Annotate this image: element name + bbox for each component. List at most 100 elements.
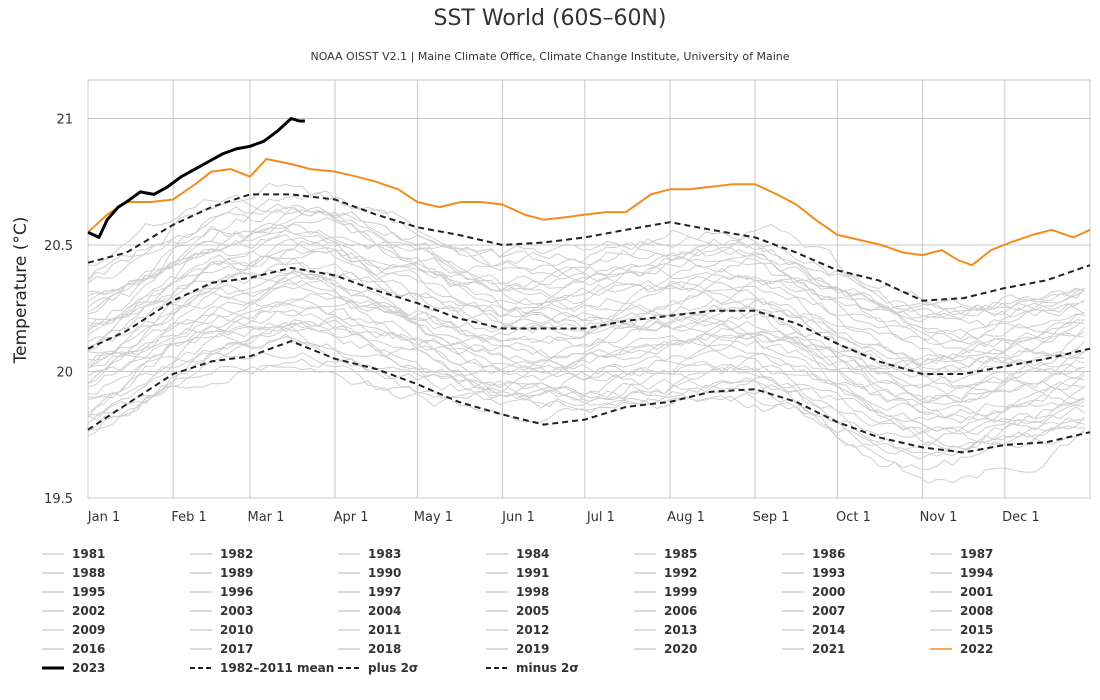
legend-item[interactable]: 1988 xyxy=(42,565,105,581)
legend-label: 2009 xyxy=(72,623,106,637)
legend-swatch xyxy=(190,629,212,631)
chart-subtitle: NOAA OISST V2.1 | Maine Climate Office, … xyxy=(310,50,790,63)
legend-item[interactable]: 2019 xyxy=(486,641,549,657)
legend-item[interactable]: 2008 xyxy=(930,603,993,619)
legend-item[interactable]: 2009 xyxy=(42,622,105,638)
legend-item[interactable]: 2010 xyxy=(190,622,253,638)
legend-swatch xyxy=(486,629,508,631)
legend-item[interactable]: 1987 xyxy=(930,546,993,562)
legend-item[interactable]: 2002 xyxy=(42,603,105,619)
legend-item[interactable]: 1998 xyxy=(486,584,549,600)
legend-item[interactable]: 2017 xyxy=(190,641,253,657)
legend-label: 1986 xyxy=(812,547,846,561)
legend-swatch xyxy=(634,648,656,650)
legend-item[interactable]: 2004 xyxy=(338,603,401,619)
x-tick-label: Mar 1 xyxy=(247,510,284,525)
legend-item[interactable]: 1985 xyxy=(634,546,697,562)
legend-label: 1987 xyxy=(960,547,994,561)
legend-item[interactable]: 1983 xyxy=(338,546,401,562)
legend-item[interactable]: 2000 xyxy=(782,584,845,600)
legend-swatch xyxy=(782,591,804,593)
legend-item[interactable]: 2020 xyxy=(634,641,697,657)
legend-item[interactable]: plus 2σ xyxy=(338,660,418,676)
legend-item[interactable]: 1997 xyxy=(338,584,401,600)
legend-label: 1995 xyxy=(72,585,106,599)
year-line-other xyxy=(87,321,1085,457)
legend-swatch xyxy=(634,629,656,631)
legend-swatch xyxy=(42,629,64,631)
legend-item[interactable]: 1984 xyxy=(486,546,549,562)
legend-item[interactable]: 2007 xyxy=(782,603,845,619)
legend-swatch xyxy=(782,572,804,574)
legend-item[interactable]: 2021 xyxy=(782,641,845,657)
legend-item[interactable]: 1989 xyxy=(190,565,253,581)
legend-item[interactable]: 2003 xyxy=(190,603,253,619)
x-tick-label: Apr 1 xyxy=(334,510,369,525)
year-line-other xyxy=(87,277,1085,389)
chart-title: SST World (60S–60N) xyxy=(433,6,667,31)
x-tick-label: Aug 1 xyxy=(667,510,705,525)
legend-label: 1999 xyxy=(664,585,698,599)
legend-label: 2005 xyxy=(516,604,550,618)
legend-item[interactable]: 1986 xyxy=(782,546,845,562)
year-line-other xyxy=(87,335,1085,443)
legend-item[interactable]: 2014 xyxy=(782,622,845,638)
legend-item[interactable]: 2016 xyxy=(42,641,105,657)
legend-item[interactable]: 2018 xyxy=(338,641,401,657)
legend-label: 2020 xyxy=(664,642,698,656)
legend-item[interactable]: 2023 xyxy=(42,660,105,676)
legend-item[interactable]: 1981 xyxy=(42,546,105,562)
legend-item[interactable]: 2015 xyxy=(930,622,993,638)
x-tick-label: Feb 1 xyxy=(171,510,206,525)
legend-item[interactable]: 1982–2011 mean xyxy=(190,660,334,676)
series-line-1982-2011-mean xyxy=(87,266,1091,375)
legend-swatch xyxy=(930,553,952,555)
legend-item[interactable]: 1993 xyxy=(782,565,845,581)
legend-label: plus 2σ xyxy=(368,661,419,675)
legend-swatch xyxy=(42,553,64,555)
legend-label: 1989 xyxy=(220,566,254,580)
plot-area: Jan 1 Feb 1 Mar 1 Apr 1 May 1 Jun 1 Jul 1 Aug 1… xyxy=(44,79,1091,525)
legend-swatch xyxy=(190,648,212,650)
legend-item[interactable]: 2013 xyxy=(634,622,697,638)
year-line-other xyxy=(87,327,1085,448)
legend-swatch xyxy=(782,610,804,612)
legend-item[interactable]: 1982 xyxy=(190,546,253,562)
legend-item[interactable]: 1990 xyxy=(338,565,401,581)
legend-label: 1990 xyxy=(368,566,402,580)
x-tick-label: Jan 1 xyxy=(87,510,120,525)
legend-item[interactable]: 2005 xyxy=(486,603,549,619)
legend-label: 2015 xyxy=(960,623,994,637)
legend-item[interactable]: 1999 xyxy=(634,584,697,600)
legend-item[interactable]: minus 2σ xyxy=(486,660,579,676)
legend-item[interactable]: 1996 xyxy=(190,584,253,600)
legend-swatch xyxy=(782,648,804,650)
legend-item[interactable]: 1994 xyxy=(930,565,993,581)
legend-label: 2006 xyxy=(664,604,698,618)
legend-item[interactable]: 2022 xyxy=(930,641,993,657)
legend-swatch xyxy=(42,591,64,593)
year-line-other xyxy=(87,351,1085,484)
legend-swatch xyxy=(338,629,360,631)
legend-item[interactable]: 2006 xyxy=(634,603,697,619)
legend-item[interactable]: 2011 xyxy=(338,622,401,638)
x-tick-label: Nov 1 xyxy=(920,510,958,525)
year-line-other xyxy=(87,182,1085,315)
year-line-other xyxy=(87,223,1085,323)
legend-label: 2013 xyxy=(664,623,698,637)
year-line-other xyxy=(87,269,1085,403)
legend-item[interactable]: 1991 xyxy=(486,565,549,581)
year-line-other xyxy=(87,257,1085,388)
legend-item[interactable]: 1992 xyxy=(634,565,697,581)
legend-item[interactable]: 1995 xyxy=(42,584,105,600)
series-line-plus-2- xyxy=(87,193,1091,302)
legend-label: 2012 xyxy=(516,623,550,637)
legend-label: 1984 xyxy=(516,547,550,561)
legend-label: 1996 xyxy=(220,585,254,599)
year-line-other xyxy=(87,203,1085,340)
legend-item[interactable]: 2012 xyxy=(486,622,549,638)
legend-swatch xyxy=(634,572,656,574)
legend-item[interactable]: 2001 xyxy=(930,584,993,600)
year-line-other xyxy=(88,194,1085,317)
